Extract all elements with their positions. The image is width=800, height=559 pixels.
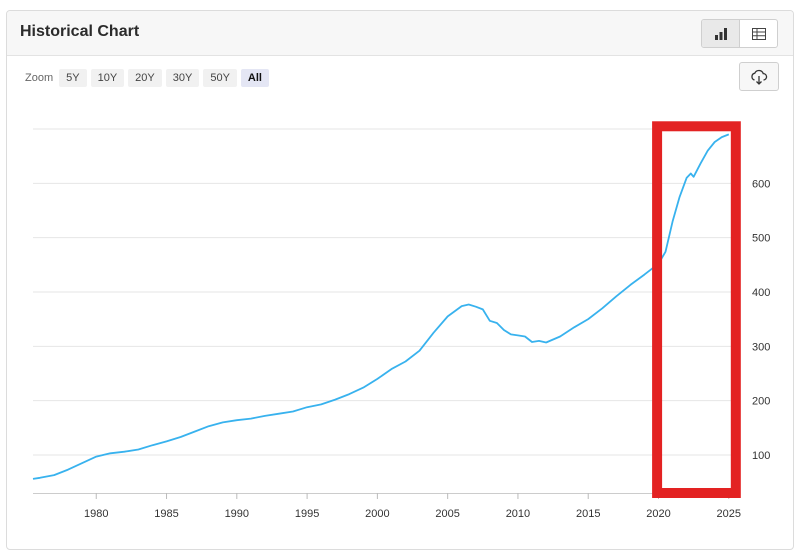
x-tick-label: 2000 (365, 508, 389, 520)
x-tick-label: 2005 (435, 508, 459, 520)
bar-chart-icon (714, 27, 727, 40)
y-tick-label: 100 (752, 450, 770, 462)
y-tick-label: 500 (752, 233, 770, 245)
x-tick-label: 1990 (225, 508, 249, 520)
chart-view-button[interactable] (702, 20, 740, 47)
zoom-label: Zoom (25, 72, 54, 84)
zoom-all-button[interactable]: All (240, 69, 269, 87)
x-tick-label: 2020 (646, 508, 670, 520)
x-tick-label: 1995 (295, 508, 319, 520)
y-tick-label: 400 (752, 287, 770, 299)
x-tick-label: 1980 (84, 508, 108, 520)
zoom-5y-button[interactable]: 5Y (59, 69, 87, 87)
x-tick-label: 2025 (717, 508, 741, 520)
y-tick-label: 200 (752, 396, 770, 408)
annotations (652, 121, 741, 499)
view-toggle (701, 19, 778, 48)
cloud-download-icon (751, 69, 768, 85)
zoom-controls: Zoom 5Y 10Y 20Y 30Y 50Y All (25, 69, 273, 87)
y-tick-label: 600 (752, 178, 770, 190)
table-icon (751, 27, 766, 40)
download-button[interactable] (739, 62, 779, 91)
x-tick-label: 1985 (154, 508, 178, 520)
grid-lines (33, 128, 733, 456)
y-tick-label: 300 (752, 341, 770, 353)
zoom-30y-button[interactable]: 30Y (165, 69, 200, 87)
series-line (32, 133, 730, 480)
x-tick-label: 2010 (506, 508, 530, 520)
axes: 100 200 300 400 500 600 1980 1985 1990 1995 2000 20… (33, 178, 770, 520)
highlight-rectangle (652, 121, 741, 499)
card-header: Historical Chart (7, 11, 793, 56)
table-view-button[interactable] (740, 20, 777, 47)
zoom-20y-button[interactable]: 20Y (128, 69, 162, 87)
x-tick-label: 2015 (576, 508, 600, 520)
zoom-50y-button[interactable]: 50Y (203, 69, 237, 87)
series (32, 133, 730, 480)
chart-title: Historical Chart (20, 23, 140, 40)
historical-chart-card: Historical Chart (6, 10, 794, 550)
zoom-10y-button[interactable]: 10Y (90, 69, 125, 87)
